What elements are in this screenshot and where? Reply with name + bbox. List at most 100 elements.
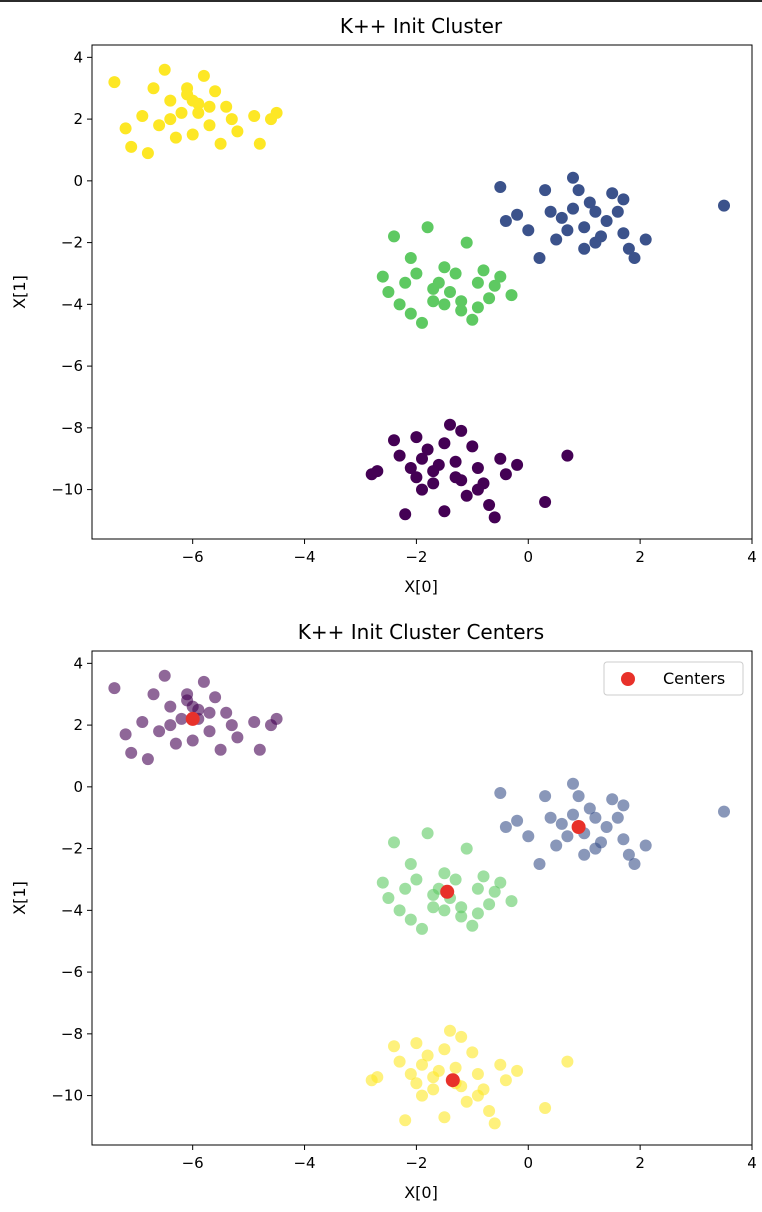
center-point (571, 820, 586, 834)
scatter-point (186, 734, 199, 747)
scatter-point (410, 431, 423, 444)
scatter-point (460, 1095, 473, 1108)
scatter-point (505, 289, 518, 302)
scatter-point (494, 876, 507, 889)
scatter-point (186, 94, 199, 107)
scatter-point (471, 907, 484, 920)
scatter-point (622, 848, 635, 861)
scatter-point (494, 787, 507, 799)
y-axis-label: X[1] (10, 275, 29, 309)
scatter-point (550, 233, 563, 246)
chart-top-svg: K++ Init Cluster −6 −4 −2 0 2 4 4 2 0 −2 −4 −6 −8 −1… (10, 14, 757, 596)
scatter-point (511, 208, 524, 221)
scatter-point (147, 82, 160, 95)
scatter-point (119, 728, 132, 741)
scatter-point (427, 295, 440, 308)
scatter-point (471, 1068, 484, 1080)
scatter-point (410, 471, 423, 484)
x-tick-label: −4 (293, 548, 315, 566)
scatter-point (427, 1071, 440, 1084)
scatter-point (225, 113, 238, 126)
scatter-point (427, 282, 440, 295)
scatter-point (471, 1089, 484, 1102)
scatter-point (214, 743, 227, 756)
scatter-point (416, 452, 428, 465)
scatter-point (578, 242, 591, 255)
chart-k-init-cluster: K++ Init Cluster −6 −4 −2 0 2 4 4 2 0 −2 −4 −6 −8 −1… (0, 2, 762, 602)
y-tick-label: 4 (73, 654, 83, 672)
scatter-point (455, 1030, 468, 1043)
scatter-point (444, 418, 456, 431)
scatter-point (136, 716, 149, 728)
scatter-point (539, 496, 552, 508)
scatter-point (471, 462, 484, 474)
scatter-point (410, 1077, 423, 1090)
scatter-point (483, 1105, 496, 1117)
scatter-point (561, 1055, 574, 1068)
scatter-point (488, 885, 501, 898)
scatter-point (393, 298, 406, 311)
scatter-point (231, 125, 244, 138)
y-tick-label: −6 (61, 357, 83, 375)
scatter-point (153, 119, 166, 132)
scatter-point (169, 737, 182, 750)
scatter-point (595, 836, 607, 849)
scatter-point (600, 821, 613, 833)
y-tick-label: 2 (73, 110, 83, 128)
scatter-point (600, 215, 613, 227)
scatter-point (388, 434, 400, 447)
scatter-point (209, 691, 222, 704)
scatter-point (169, 131, 182, 144)
scatter-point (471, 483, 484, 496)
scatter-point (147, 688, 160, 701)
scatter-point (125, 746, 138, 759)
y-tick-label: 2 (73, 716, 83, 734)
scatter-point (125, 140, 138, 153)
scatter-point (460, 842, 473, 855)
scatter-point (511, 814, 524, 827)
scatter-point (404, 252, 417, 264)
scatter-point (416, 922, 428, 935)
scatter-point (427, 1083, 440, 1096)
scatter-point (544, 205, 557, 218)
x-tick-label: 2 (635, 548, 645, 566)
scatter-point (231, 731, 244, 744)
scatter-point (225, 719, 238, 732)
scatter-point (511, 1064, 524, 1077)
scatter-point (511, 458, 524, 471)
center-point (440, 884, 455, 899)
scatter-point (455, 304, 468, 317)
scatter-point (466, 440, 479, 453)
x-tick-label: −6 (182, 1154, 204, 1172)
x-axis-ticks: −6 −4 −2 0 2 4 (182, 1145, 757, 1172)
scatter-point (444, 286, 456, 298)
scatter-point (438, 298, 451, 311)
scatter-point (483, 499, 496, 511)
scatter-point (455, 424, 468, 437)
scatter-point (164, 94, 177, 107)
scatter-point (555, 817, 568, 830)
scatter-point (388, 1040, 400, 1053)
scatter-point (583, 196, 596, 209)
scatter-point (438, 867, 451, 880)
plot-frame (91, 650, 753, 1146)
scatter-point (561, 830, 574, 843)
scatter-point (427, 888, 440, 901)
scatter-point (477, 264, 490, 277)
scatter-point (253, 743, 266, 756)
x-tick-label: −6 (182, 548, 204, 566)
scatter-point (136, 110, 149, 122)
y-tick-label: 0 (73, 778, 83, 796)
scatter-point (388, 836, 400, 849)
scatter-point (533, 252, 546, 264)
scatter-point (449, 455, 462, 468)
scatter-point (639, 839, 652, 852)
scatter-point (639, 233, 652, 246)
legend: Centers (603, 661, 744, 696)
scatter-point (399, 1114, 412, 1127)
scatter-point (119, 122, 132, 135)
scatter-point (471, 301, 484, 314)
scatter-point (550, 839, 563, 852)
scatter-point (153, 725, 166, 738)
scatter-point (416, 1058, 428, 1071)
